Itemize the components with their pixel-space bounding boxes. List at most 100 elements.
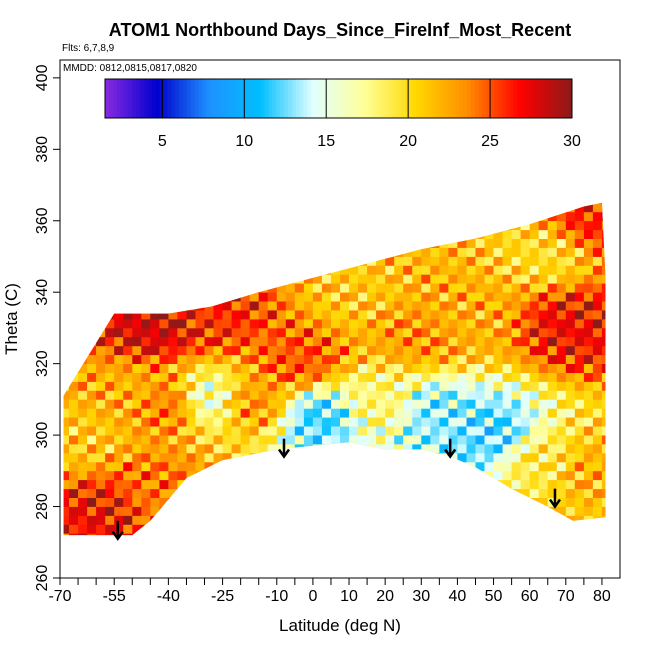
heatmap-cell (150, 390, 160, 400)
heatmap-cell (412, 390, 422, 400)
heatmap-cell (331, 283, 341, 293)
heatmap-cell (240, 497, 250, 507)
heatmap-cell (186, 256, 196, 266)
heatmap-cell (105, 292, 115, 302)
heatmap-cell (222, 524, 232, 534)
heatmap-cell (258, 327, 269, 338)
heatmap-cell (96, 229, 106, 239)
colorbar-tick-label: 30 (563, 133, 581, 150)
heatmap-cell (493, 220, 503, 231)
heatmap-cell (457, 479, 467, 490)
heatmap-cell (466, 220, 476, 231)
colorbar-swatch (276, 79, 281, 118)
colorbar-swatch (225, 79, 231, 118)
heatmap-cell (285, 265, 296, 275)
heatmap-cell (240, 408, 250, 418)
heatmap-cell (168, 399, 178, 409)
heatmap-cell (511, 363, 521, 373)
heatmap-cell (159, 336, 169, 347)
heatmap-cell (367, 220, 377, 231)
heatmap-cell (385, 461, 395, 472)
heatmap-cell (331, 372, 341, 382)
heatmap-cell (421, 453, 431, 463)
heatmap-cell (466, 238, 476, 248)
heatmap-cell (538, 301, 549, 311)
heatmap-cell (285, 247, 296, 257)
heatmap-cell (511, 292, 521, 302)
heatmap-cell (78, 399, 88, 409)
heatmap-cell (258, 479, 269, 490)
heatmap-cell (529, 372, 540, 382)
heatmap-cell (367, 211, 377, 222)
heatmap-cell (258, 211, 269, 222)
heatmap-cell (529, 479, 540, 490)
heatmap-cell (231, 444, 241, 454)
heatmap-cell (312, 319, 323, 329)
heatmap-cell (321, 435, 332, 445)
heatmap-cell (601, 479, 606, 490)
heatmap-cell (249, 444, 260, 454)
heatmap-cell (493, 202, 503, 213)
heatmap-cell (448, 488, 458, 498)
heatmap-cell (502, 524, 512, 534)
heatmap-cell (403, 524, 413, 534)
heatmap-cell (547, 479, 558, 490)
heatmap-cell (150, 327, 160, 338)
heatmap-cell (276, 524, 287, 534)
heatmap-cell (249, 229, 260, 239)
heatmap-cell (349, 310, 359, 320)
heatmap-cell (123, 345, 133, 356)
colorbar-swatch (424, 79, 429, 118)
heatmap-cell (565, 506, 576, 516)
heatmap-cell (430, 238, 440, 248)
heatmap-cell (493, 372, 503, 382)
heatmap-cell (123, 390, 133, 400)
heatmap-cell (150, 506, 160, 516)
heatmap-cell (529, 381, 540, 391)
heatmap-cell (276, 211, 287, 222)
heatmap-cell (63, 363, 70, 373)
heatmap-cell (511, 345, 521, 356)
heatmap-cell (430, 336, 440, 347)
heatmap-cell (358, 363, 368, 373)
heatmap-cell (511, 479, 521, 490)
colorbar-swatch (206, 79, 211, 118)
heatmap-cell (529, 327, 540, 338)
heatmap-cell (511, 310, 521, 320)
heatmap-cell (583, 488, 594, 498)
heatmap-cell (421, 247, 431, 257)
heatmap-cell (240, 211, 250, 222)
heatmap-cell (448, 310, 458, 320)
heatmap-cell (276, 497, 287, 507)
heatmap-cell (321, 461, 332, 472)
heatmap-cell (132, 238, 142, 248)
heatmap-cell (177, 506, 187, 516)
heatmap-cell (556, 229, 567, 239)
heatmap-cell (63, 301, 70, 311)
heatmap-cell (556, 336, 567, 347)
heatmap-cell (159, 399, 169, 409)
heatmap-cell (385, 533, 395, 536)
heatmap-cell (132, 506, 142, 516)
heatmap-cell (340, 479, 350, 490)
heatmap-cell (87, 372, 97, 382)
heatmap-cell (385, 399, 395, 409)
heatmap-cell (159, 247, 169, 257)
heatmap-cell (132, 381, 142, 391)
heatmap-cell (186, 444, 196, 454)
heatmap-cell (222, 354, 232, 364)
heatmap-cell (231, 327, 241, 338)
heatmap-cell (231, 399, 241, 409)
heatmap-cell (529, 301, 540, 311)
heatmap-cell (168, 354, 178, 364)
heatmap-cell (276, 533, 287, 536)
heatmap-cell (294, 506, 305, 516)
heatmap-cell (430, 479, 440, 490)
heatmap-cell (601, 202, 606, 213)
heatmap-cell (502, 211, 512, 222)
heatmap-cell (367, 238, 377, 248)
heatmap-cell (376, 327, 386, 338)
heatmap-cell (358, 185, 367, 194)
colorbar-swatch (237, 79, 242, 118)
colorbar-swatch (213, 79, 219, 118)
